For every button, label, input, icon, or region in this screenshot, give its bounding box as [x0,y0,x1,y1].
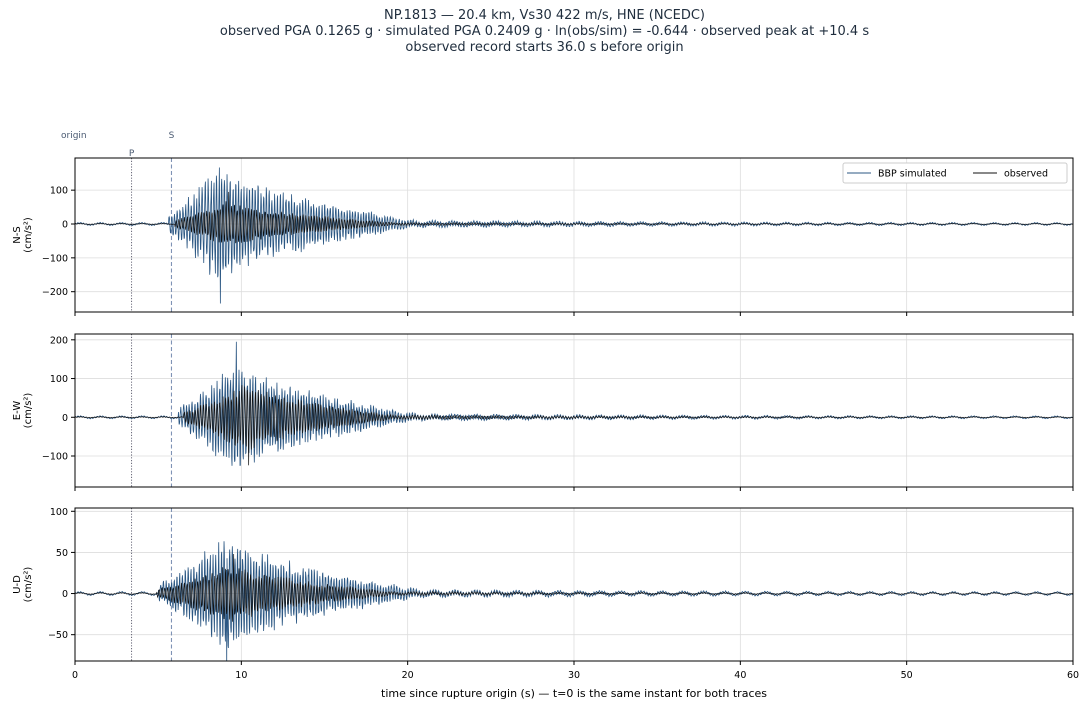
x-tick-label: 10 [235,670,247,681]
y-tick-label: −50 [48,630,68,641]
observed-trace [75,191,1073,244]
y-axis-label-line: E-W [12,401,23,421]
figure-title: NP.1813 — 20.4 km, Vs30 422 m/s, HNE (NC… [0,8,1089,56]
y-axis-label-line: (cm/s²) [23,567,34,603]
y-axis-label-line: N-S [12,226,23,243]
y-tick-label: 0 [62,589,68,600]
observed-trace [75,385,1073,466]
y-axis-label-line: (cm/s²) [23,393,34,429]
panel-e-w: 200 100 0 −100 E-W(cm/s²) [12,333,1074,491]
observed-trace [75,554,1073,622]
simulated-trace [75,167,1073,304]
x-tick-label: 50 [901,670,913,681]
marker-label-p: P [129,149,135,159]
legend-entry-simulated: BBP simulated [878,169,947,180]
y-tick-label: 100 [50,507,68,518]
title-line-station: NP.1813 — 20.4 km, Vs30 422 m/s, HNE (NC… [383,8,705,23]
legend: BBP simulated observed [842,162,1068,184]
title-line-record-start: observed record starts 36.0 s before ori… [405,40,684,55]
legend-entry-observed: observed [1004,169,1048,180]
y-axis-label: U-D(cm/s²) [12,567,34,603]
x-axis-label: time since rupture origin (s) — t=0 is t… [381,687,767,700]
y-tick-label: 0 [62,220,68,231]
panel-u-d: 0 10 20 30 40 50 60 100 50 0 −50 U-D(cm/s²) [12,507,1079,681]
y-axis-label: N-S(cm/s²) [12,217,34,253]
marker-label-origin: origin [61,131,87,141]
legend-frame [842,162,1068,184]
y-axis-label: E-W(cm/s²) [12,393,34,429]
panel-n-s: 100 0 −100 −200 N-S(cm/s²) [12,157,1074,316]
title-line-pga: observed PGA 0.1265 g · simulated PGA 0.… [219,24,870,39]
y-tick-label: 200 [50,335,68,346]
marker-label-s: S [169,131,175,141]
y-tick-label: −100 [42,253,68,264]
y-tick-label: 100 [50,186,68,197]
y-tick-label: −100 [42,452,68,463]
y-tick-label: 100 [50,374,68,385]
x-tick-label: 30 [568,670,580,681]
y-tick-label: −200 [42,287,68,298]
x-tick-label: 60 [1067,670,1079,681]
x-tick-label: 40 [734,670,746,681]
y-tick-label: 50 [56,548,68,559]
y-axis-label-line: U-D [12,575,23,594]
x-tick-label: 0 [72,670,78,681]
y-axis-label-line: (cm/s²) [23,217,34,253]
y-tick-label: 0 [62,413,68,424]
x-tick-label: 20 [402,670,414,681]
